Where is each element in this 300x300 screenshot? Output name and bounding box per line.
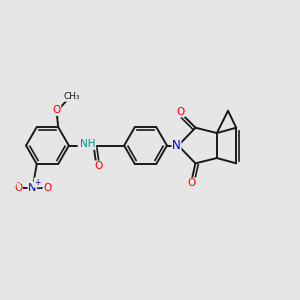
Text: O: O xyxy=(52,105,61,116)
Text: N: N xyxy=(172,139,181,152)
Text: O: O xyxy=(94,161,102,171)
Text: O: O xyxy=(14,183,22,193)
Text: N: N xyxy=(28,183,37,193)
Text: -: - xyxy=(17,178,20,187)
Text: +: + xyxy=(34,178,41,187)
Text: CH₃: CH₃ xyxy=(63,92,80,101)
Text: O: O xyxy=(43,183,51,193)
Text: NH: NH xyxy=(80,140,96,149)
Text: O: O xyxy=(188,178,196,188)
Text: O: O xyxy=(176,107,185,117)
